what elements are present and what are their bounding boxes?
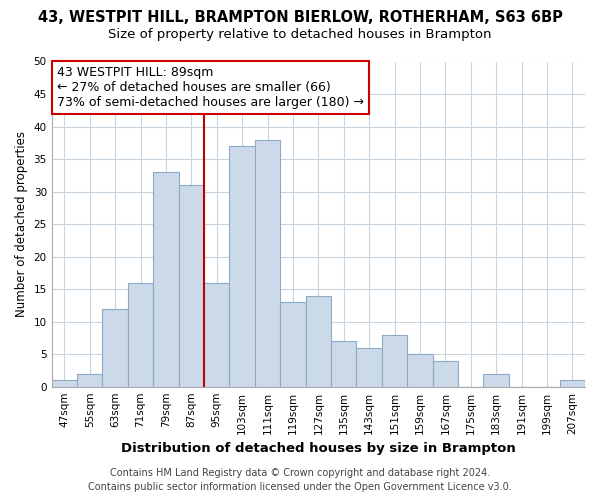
Bar	[382, 334, 407, 386]
Bar	[179, 185, 204, 386]
X-axis label: Distribution of detached houses by size in Brampton: Distribution of detached houses by size …	[121, 442, 516, 455]
Bar	[280, 302, 305, 386]
Bar	[433, 360, 458, 386]
Bar	[305, 296, 331, 386]
Bar	[77, 374, 103, 386]
Bar	[356, 348, 382, 387]
Bar	[484, 374, 509, 386]
Bar	[407, 354, 433, 386]
Bar	[560, 380, 585, 386]
Bar	[229, 146, 255, 386]
Bar	[52, 380, 77, 386]
Text: Size of property relative to detached houses in Brampton: Size of property relative to detached ho…	[108, 28, 492, 41]
Bar	[153, 172, 179, 386]
Text: Contains HM Land Registry data © Crown copyright and database right 2024.
Contai: Contains HM Land Registry data © Crown c…	[88, 468, 512, 492]
Y-axis label: Number of detached properties: Number of detached properties	[15, 131, 28, 317]
Bar	[204, 282, 229, 387]
Text: 43 WESTPIT HILL: 89sqm
← 27% of detached houses are smaller (66)
73% of semi-det: 43 WESTPIT HILL: 89sqm ← 27% of detached…	[57, 66, 364, 110]
Bar	[103, 308, 128, 386]
Bar	[128, 282, 153, 387]
Text: 43, WESTPIT HILL, BRAMPTON BIERLOW, ROTHERHAM, S63 6BP: 43, WESTPIT HILL, BRAMPTON BIERLOW, ROTH…	[38, 10, 562, 25]
Bar	[331, 341, 356, 386]
Bar	[255, 140, 280, 386]
